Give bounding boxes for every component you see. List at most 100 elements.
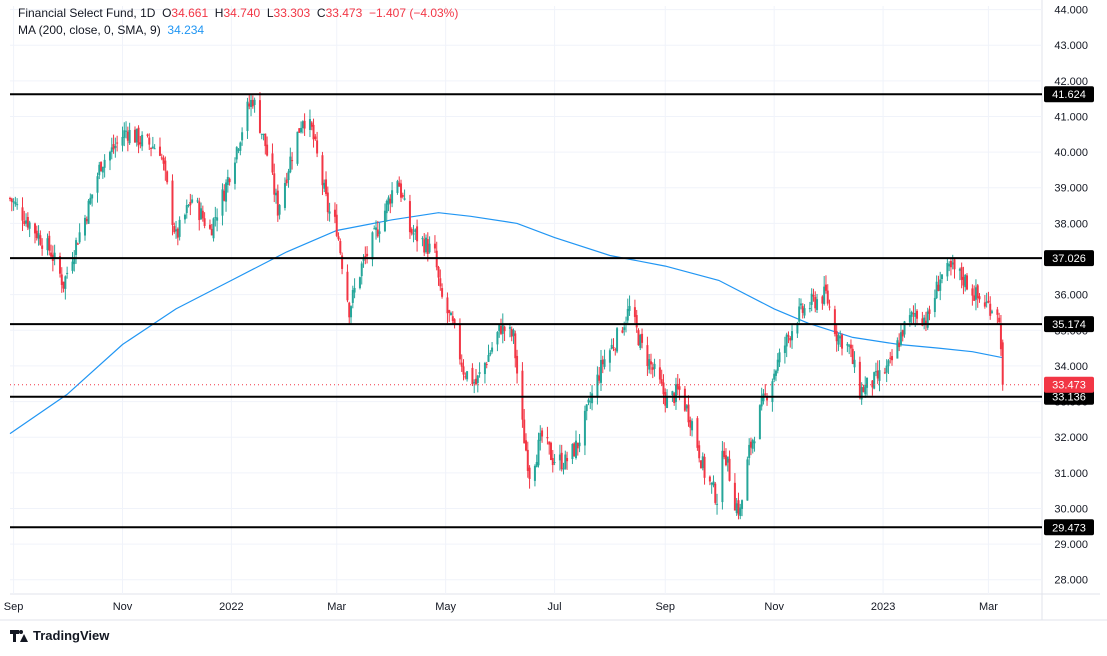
candle bbox=[741, 499, 744, 517]
candle bbox=[635, 309, 638, 333]
candle bbox=[887, 359, 890, 374]
candle bbox=[912, 305, 915, 325]
candle bbox=[966, 273, 969, 291]
open-value: 34.661 bbox=[171, 6, 209, 20]
candle bbox=[158, 137, 161, 157]
candle bbox=[601, 355, 604, 374]
x-tick-label: Sep bbox=[655, 601, 675, 613]
candle bbox=[16, 198, 19, 210]
candle bbox=[216, 208, 219, 232]
symbol-name[interactable]: Financial Select Fund, 1D bbox=[18, 6, 156, 20]
candle bbox=[610, 338, 613, 350]
candle bbox=[549, 441, 552, 461]
candle bbox=[89, 193, 92, 205]
candle bbox=[783, 336, 786, 364]
time-axis[interactable]: Sep Nov 2022 Mar May Jul Sep Nov 2023 Mar bbox=[4, 601, 998, 613]
y-tick-label: 44.000 bbox=[1054, 5, 1088, 17]
candle bbox=[291, 152, 294, 170]
candle bbox=[826, 284, 829, 306]
candle bbox=[341, 252, 344, 275]
candle bbox=[264, 133, 267, 155]
candle bbox=[696, 416, 699, 451]
candle bbox=[937, 275, 940, 292]
candle bbox=[598, 366, 601, 384]
candle bbox=[310, 121, 313, 131]
candle bbox=[151, 136, 154, 150]
candle bbox=[562, 462, 565, 475]
candle bbox=[439, 269, 442, 291]
candle bbox=[160, 153, 163, 161]
candle bbox=[662, 374, 665, 405]
candle bbox=[289, 147, 292, 174]
candle bbox=[978, 293, 981, 303]
candle bbox=[500, 318, 503, 336]
candle bbox=[48, 230, 51, 256]
candle bbox=[814, 291, 817, 313]
candle bbox=[26, 212, 29, 231]
candle bbox=[764, 384, 767, 398]
candle bbox=[28, 220, 31, 238]
candle bbox=[778, 348, 781, 367]
candle bbox=[728, 450, 731, 482]
candle bbox=[766, 393, 769, 406]
candle bbox=[408, 194, 411, 239]
candle bbox=[248, 95, 251, 110]
candle bbox=[73, 250, 76, 272]
candle bbox=[748, 438, 751, 466]
candle bbox=[423, 233, 426, 257]
candle bbox=[801, 303, 804, 319]
y-tick-label: 36.000 bbox=[1054, 290, 1088, 302]
candle bbox=[973, 285, 976, 301]
candle bbox=[791, 325, 794, 349]
candle bbox=[983, 295, 986, 309]
candle bbox=[496, 331, 499, 352]
candle bbox=[541, 427, 544, 443]
candle bbox=[823, 276, 826, 306]
tradingview-brand[interactable]: TradingView bbox=[10, 628, 109, 643]
candle bbox=[253, 97, 256, 113]
candle bbox=[876, 360, 879, 384]
candle bbox=[985, 292, 988, 308]
x-tick-label: 2022 bbox=[219, 601, 243, 613]
candle bbox=[878, 360, 881, 392]
candle bbox=[183, 213, 186, 224]
candle bbox=[599, 349, 602, 392]
x-tick-label: Sep bbox=[4, 601, 24, 613]
candle bbox=[691, 418, 694, 437]
candle bbox=[808, 301, 811, 313]
candle bbox=[33, 222, 36, 244]
candle bbox=[512, 328, 515, 344]
candle bbox=[866, 377, 869, 396]
candle bbox=[899, 323, 902, 347]
candle bbox=[116, 135, 119, 152]
price-axis[interactable]: 28.00029.00030.00031.00032.00033.00034.0… bbox=[1044, 5, 1094, 587]
candle bbox=[239, 141, 242, 156]
candle bbox=[835, 323, 838, 352]
candle bbox=[285, 172, 288, 186]
candle bbox=[121, 126, 124, 152]
close-value: 33.473 bbox=[325, 6, 363, 20]
brand-name: TradingView bbox=[33, 628, 110, 643]
candle bbox=[560, 444, 563, 472]
candle bbox=[364, 246, 367, 265]
high-value: 34.740 bbox=[223, 6, 261, 20]
candle bbox=[1001, 339, 1004, 391]
candle bbox=[9, 196, 11, 202]
candle bbox=[939, 271, 942, 301]
candle bbox=[676, 374, 679, 396]
last-price-label: 33.473 bbox=[1052, 380, 1086, 392]
candle bbox=[628, 295, 631, 316]
candle bbox=[551, 449, 554, 473]
candle bbox=[323, 179, 326, 193]
level-label: 33.136 bbox=[1052, 392, 1086, 404]
candle bbox=[387, 195, 390, 212]
ma-name[interactable]: MA (200, close, 0, SMA, 9) bbox=[18, 23, 161, 37]
candle bbox=[66, 266, 69, 279]
ma-200-line bbox=[9, 212, 1003, 435]
candle bbox=[974, 279, 977, 311]
candle bbox=[321, 151, 324, 196]
candle bbox=[100, 161, 103, 172]
candle bbox=[616, 327, 619, 354]
candle bbox=[612, 338, 615, 352]
